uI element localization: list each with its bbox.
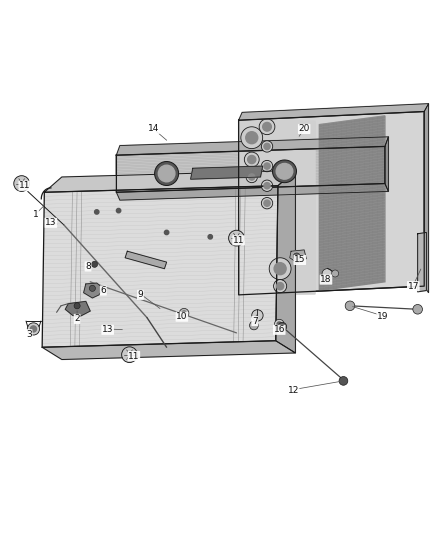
Circle shape	[293, 253, 300, 260]
Text: 9: 9	[138, 290, 143, 300]
Polygon shape	[84, 283, 103, 298]
Circle shape	[164, 230, 169, 235]
Polygon shape	[65, 302, 90, 317]
Circle shape	[413, 304, 423, 314]
Polygon shape	[319, 116, 385, 290]
Polygon shape	[42, 341, 295, 359]
Circle shape	[247, 156, 256, 164]
Circle shape	[89, 285, 95, 292]
Text: 1: 1	[33, 209, 39, 219]
Circle shape	[264, 200, 270, 206]
Circle shape	[263, 123, 272, 131]
Polygon shape	[290, 250, 306, 263]
Circle shape	[229, 230, 244, 246]
Polygon shape	[418, 232, 426, 292]
Polygon shape	[42, 185, 278, 348]
Text: 6: 6	[100, 286, 106, 295]
Circle shape	[264, 143, 270, 150]
Circle shape	[345, 301, 355, 311]
Circle shape	[322, 269, 332, 279]
Circle shape	[74, 303, 80, 309]
Circle shape	[261, 141, 273, 152]
Circle shape	[14, 176, 29, 191]
Circle shape	[339, 376, 348, 385]
Text: 8: 8	[85, 262, 91, 271]
Polygon shape	[191, 166, 263, 179]
Circle shape	[250, 321, 258, 330]
Circle shape	[27, 323, 39, 335]
Circle shape	[95, 210, 99, 214]
Circle shape	[246, 132, 258, 144]
Polygon shape	[239, 120, 315, 295]
Circle shape	[252, 310, 263, 321]
Polygon shape	[117, 183, 389, 200]
Circle shape	[208, 235, 212, 239]
Ellipse shape	[272, 160, 297, 183]
Polygon shape	[276, 171, 295, 353]
Polygon shape	[117, 137, 389, 155]
Circle shape	[276, 282, 284, 290]
Polygon shape	[125, 251, 166, 269]
Text: 12: 12	[287, 386, 299, 395]
Text: 10: 10	[176, 312, 187, 321]
Text: 11: 11	[128, 351, 140, 360]
Circle shape	[278, 322, 287, 331]
Text: 13: 13	[102, 325, 113, 334]
Circle shape	[269, 258, 291, 280]
Text: 14: 14	[148, 125, 159, 133]
Circle shape	[275, 319, 284, 329]
Circle shape	[244, 152, 259, 167]
Text: 7: 7	[252, 317, 258, 326]
Text: 15: 15	[294, 255, 306, 264]
Circle shape	[241, 127, 263, 149]
Circle shape	[249, 174, 255, 180]
Circle shape	[179, 309, 189, 318]
Polygon shape	[239, 103, 428, 120]
Text: 3: 3	[26, 330, 32, 338]
Circle shape	[264, 163, 270, 169]
Polygon shape	[44, 171, 295, 192]
Circle shape	[117, 208, 121, 213]
Polygon shape	[385, 137, 389, 191]
Polygon shape	[424, 103, 428, 293]
Circle shape	[261, 160, 273, 172]
Text: 2: 2	[74, 314, 80, 324]
Circle shape	[332, 270, 339, 277]
Ellipse shape	[276, 164, 293, 179]
Text: 20: 20	[298, 125, 310, 133]
Circle shape	[259, 119, 275, 135]
Text: 11: 11	[233, 236, 244, 245]
Text: 11: 11	[19, 181, 31, 190]
Circle shape	[182, 311, 186, 316]
Circle shape	[261, 180, 273, 191]
Text: 19: 19	[377, 312, 389, 321]
Text: 13: 13	[45, 219, 57, 228]
Circle shape	[246, 171, 258, 183]
Circle shape	[277, 322, 282, 326]
Ellipse shape	[158, 165, 175, 182]
Polygon shape	[117, 147, 385, 192]
Polygon shape	[239, 111, 424, 295]
Circle shape	[122, 347, 138, 362]
Circle shape	[264, 183, 270, 189]
Circle shape	[30, 326, 36, 332]
Text: 16: 16	[273, 325, 285, 334]
Text: 18: 18	[320, 275, 332, 284]
Circle shape	[274, 280, 287, 293]
Circle shape	[92, 261, 98, 268]
Circle shape	[274, 263, 286, 274]
Circle shape	[261, 198, 273, 209]
Ellipse shape	[155, 161, 179, 185]
Text: 17: 17	[407, 281, 419, 290]
